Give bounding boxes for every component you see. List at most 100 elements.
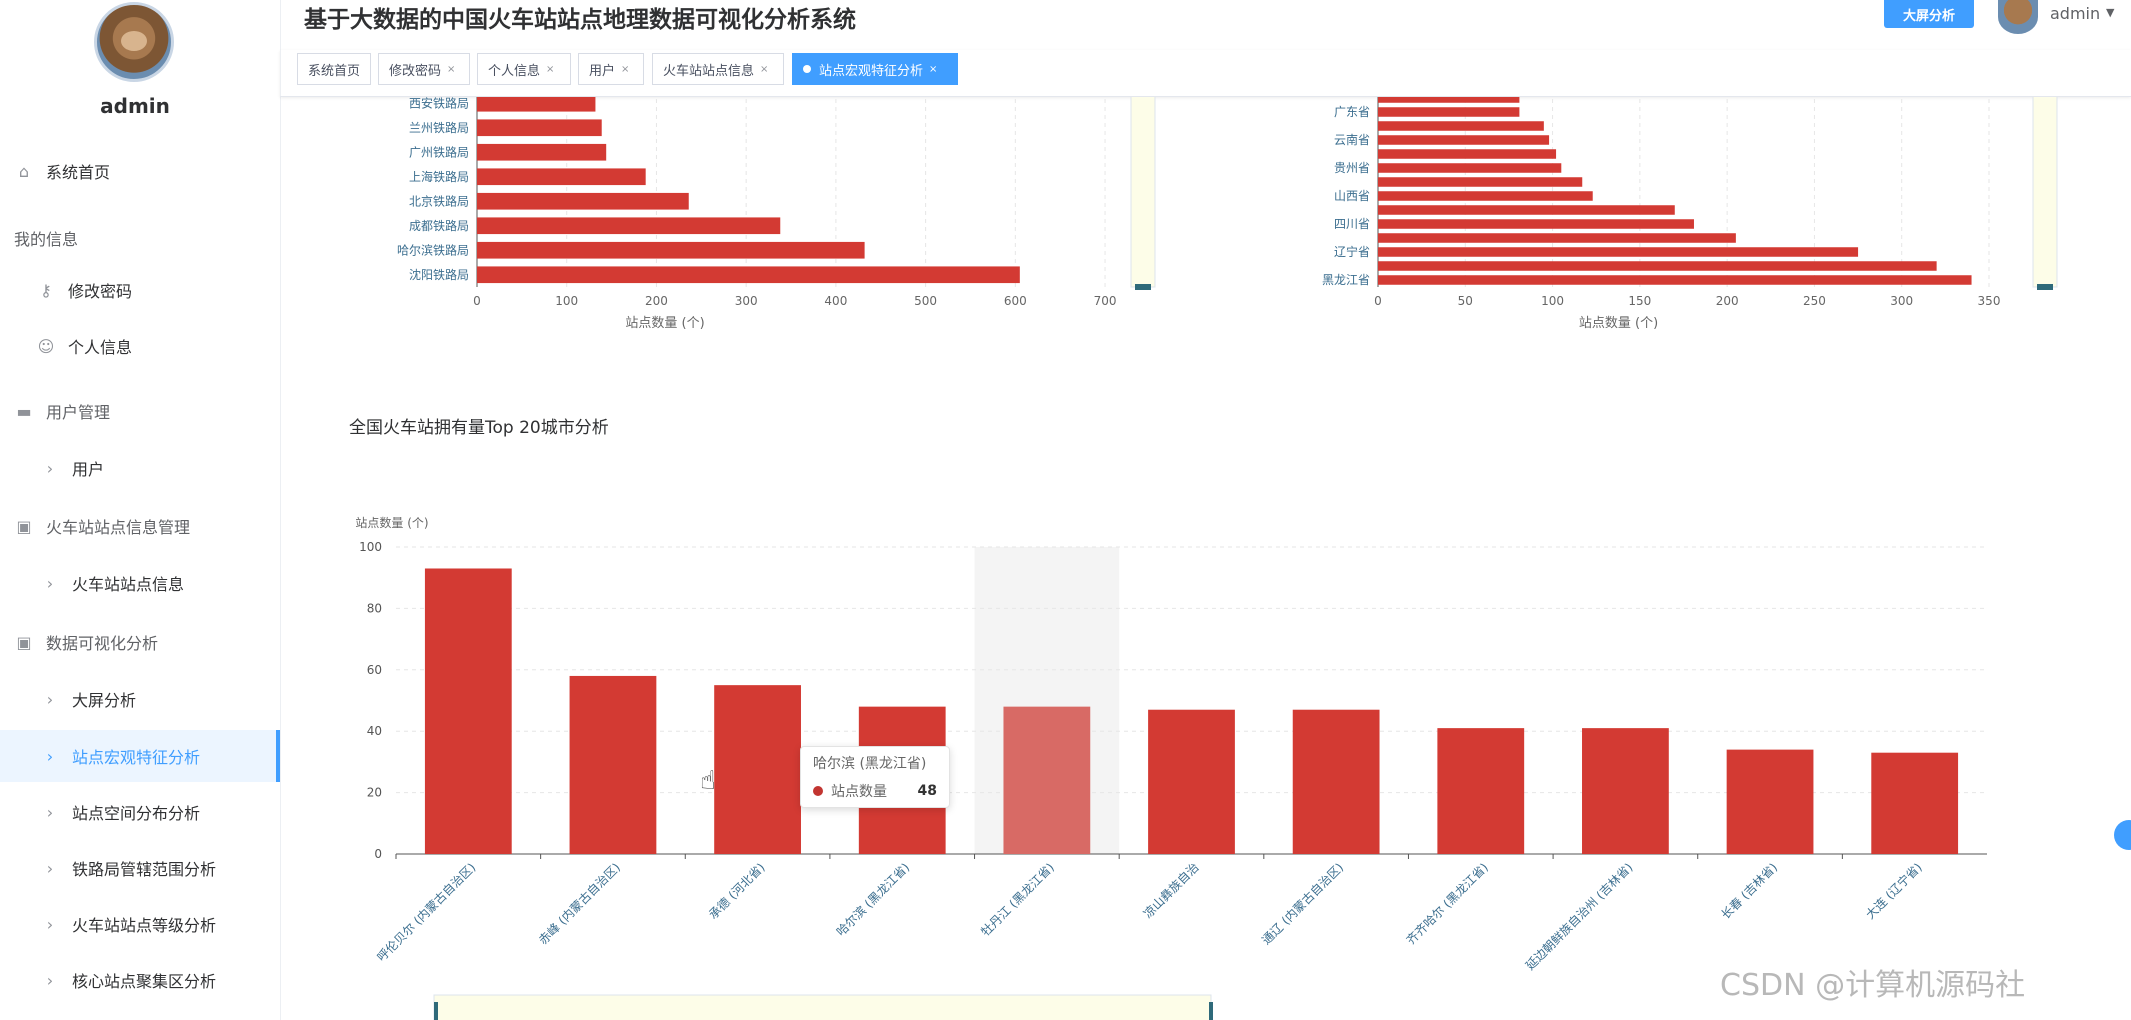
bar	[1148, 709, 1235, 854]
sidebar-item-label: 修改密码	[68, 282, 133, 301]
sidebar-item-13[interactable]: › 火车站站点等级分析	[0, 898, 280, 950]
x-tick-label: 承德 (河北省)	[705, 860, 767, 922]
main-content: 0 100 200 300 400 500 600 700 沈阳铁路局 哈尔滨铁路局 成都铁路局 北京…	[281, 97, 2131, 1020]
sidebar-item-10[interactable]: › 站点宏观特征分析	[0, 730, 280, 782]
side-handle-icon[interactable]	[2114, 820, 2131, 850]
caret-down-icon[interactable]: ▼	[2106, 6, 2115, 19]
x-tick-label: 50	[1458, 294, 1473, 308]
chevron-right-icon: ›	[46, 573, 54, 593]
x-tick-label: 长春 (吉林省)	[1719, 860, 1781, 922]
sidebar-item-6[interactable]: ▣ 火车站站点信息管理	[0, 500, 280, 552]
tab-1[interactable]: 修改密码 ×	[378, 53, 470, 85]
avatar	[94, 2, 174, 82]
y-tick-label: 云南省	[1334, 132, 1370, 147]
sidebar-item-9[interactable]: › 大屏分析	[0, 673, 280, 725]
x-tick-label: 大连 (辽宁省)	[1862, 860, 1924, 922]
bar	[569, 675, 657, 854]
bar	[477, 217, 781, 235]
x-tick-label: 齐齐哈尔 (黑龙江省)	[1403, 860, 1491, 948]
sidebar-item-12[interactable]: › 铁路局管辖范围分析	[0, 842, 280, 894]
x-tick-label: 200	[645, 294, 668, 308]
zoom-handle	[1209, 1002, 1213, 1020]
x-tick-label: 凉山彝族自治	[1140, 860, 1202, 922]
bar	[477, 119, 602, 137]
sidebar-item-4[interactable]: ▬ 用户管理	[0, 385, 280, 437]
big-screen-button[interactable]: 大屏分析	[1884, 0, 1974, 28]
bar	[1437, 728, 1525, 854]
close-icon[interactable]: ×	[760, 63, 769, 75]
sidebar-item-label: 铁路局管辖范围分析	[72, 860, 217, 879]
sidebar-item-0[interactable]: ⌂ 系统首页	[0, 145, 280, 197]
tab-0[interactable]: 系统首页	[297, 53, 371, 85]
sidebar-item-3[interactable]: ☺ 个人信息	[0, 320, 280, 372]
tab-3[interactable]: 用户 ×	[578, 53, 644, 85]
bar	[477, 241, 865, 259]
close-icon[interactable]: ×	[546, 63, 555, 75]
bar	[424, 568, 512, 854]
sidebar-username: admin	[100, 94, 170, 118]
y-tick-label: 100	[359, 540, 382, 554]
tab-2[interactable]: 个人信息 ×	[477, 53, 571, 85]
bar	[1726, 749, 1814, 854]
y-tick-label: 贵州省	[1334, 161, 1370, 175]
x-tick-label: 300	[735, 294, 758, 308]
clipboard-icon: ▣	[16, 516, 32, 536]
zoom-slider	[433, 994, 1212, 1020]
chevron-right-icon: ›	[46, 858, 54, 878]
sidebar-item-11[interactable]: › 站点空间分布分析	[0, 786, 280, 838]
y-tick-label: 哈尔滨铁路局	[397, 242, 469, 257]
y-tick-label: 北京铁路局	[409, 193, 469, 208]
y-tick-label: 0	[374, 847, 382, 861]
sidebar-item-label: 火车站站点信息管理	[46, 518, 191, 537]
bar	[1871, 752, 1959, 854]
tab-label: 个人信息	[488, 63, 541, 79]
x-tick-label: 200	[1716, 294, 1739, 308]
chevron-right-icon: ›	[46, 970, 54, 990]
tab-4[interactable]: 火车站站点信息 ×	[652, 53, 784, 85]
sidebar-item-7[interactable]: › 火车站站点信息	[0, 557, 280, 609]
zoom-handle	[1135, 284, 1151, 290]
sidebar-item-5[interactable]: › 用户	[0, 442, 280, 494]
y-tick-label: 黑龙江省	[1322, 273, 1370, 287]
header-username[interactable]: admin	[2050, 4, 2101, 23]
sidebar-item-8[interactable]: ▣ 数据可视化分析	[0, 616, 280, 668]
x-tick-label: 600	[1004, 294, 1027, 308]
y-tick-label: 西安铁路局	[409, 97, 469, 110]
sidebar-item-14[interactable]: › 核心站点聚集区分析	[0, 954, 280, 1006]
bar	[1378, 97, 1520, 103]
close-icon[interactable]: ×	[929, 63, 938, 75]
x-axis-title: 站点数量 (个)	[1579, 316, 1658, 331]
bar	[1378, 177, 1583, 187]
x-tick-label: 100	[1541, 294, 1564, 308]
bar	[1003, 706, 1091, 854]
y-tick-label: 广东省	[1334, 105, 1370, 119]
bar	[477, 192, 689, 210]
bar	[714, 685, 801, 854]
chevron-right-icon: ›	[46, 689, 54, 709]
bar	[1582, 728, 1669, 854]
bar	[1292, 709, 1380, 854]
sidebar-item-label: 站点宏观特征分析	[72, 748, 201, 767]
x-tick-label: 牡丹江 (黑龙江省)	[978, 860, 1057, 939]
bar	[477, 143, 607, 161]
clipboard-x-icon: ▣	[16, 632, 32, 652]
tab-label: 站点宏观特征分析	[819, 63, 924, 79]
close-icon[interactable]: ×	[447, 63, 456, 75]
tab-5[interactable]: 站点宏观特征分析 ×	[792, 53, 958, 85]
x-tick-label: 呼伦贝尔 (内蒙古自治区)	[374, 860, 479, 965]
y-tick-label: 兰州铁路局	[409, 120, 469, 135]
sidebar-item-1[interactable]: 我的信息	[0, 212, 280, 264]
home-icon: ⌂	[18, 161, 30, 181]
bar	[1378, 121, 1544, 131]
bar	[1378, 107, 1520, 117]
x-tick-label: 0	[473, 294, 481, 308]
header-avatar[interactable]	[1998, 0, 2038, 34]
close-icon[interactable]: ×	[621, 63, 630, 75]
bar	[1378, 163, 1562, 173]
y-tick-label: 20	[367, 786, 382, 800]
sidebar-item-2[interactable]: ⚷ 修改密码	[0, 264, 280, 316]
x-tick-label: 700	[1094, 294, 1117, 308]
y-tick-label: 广州铁路局	[409, 144, 469, 159]
bar	[477, 168, 646, 186]
sidebar-item-label: 大屏分析	[72, 691, 137, 710]
